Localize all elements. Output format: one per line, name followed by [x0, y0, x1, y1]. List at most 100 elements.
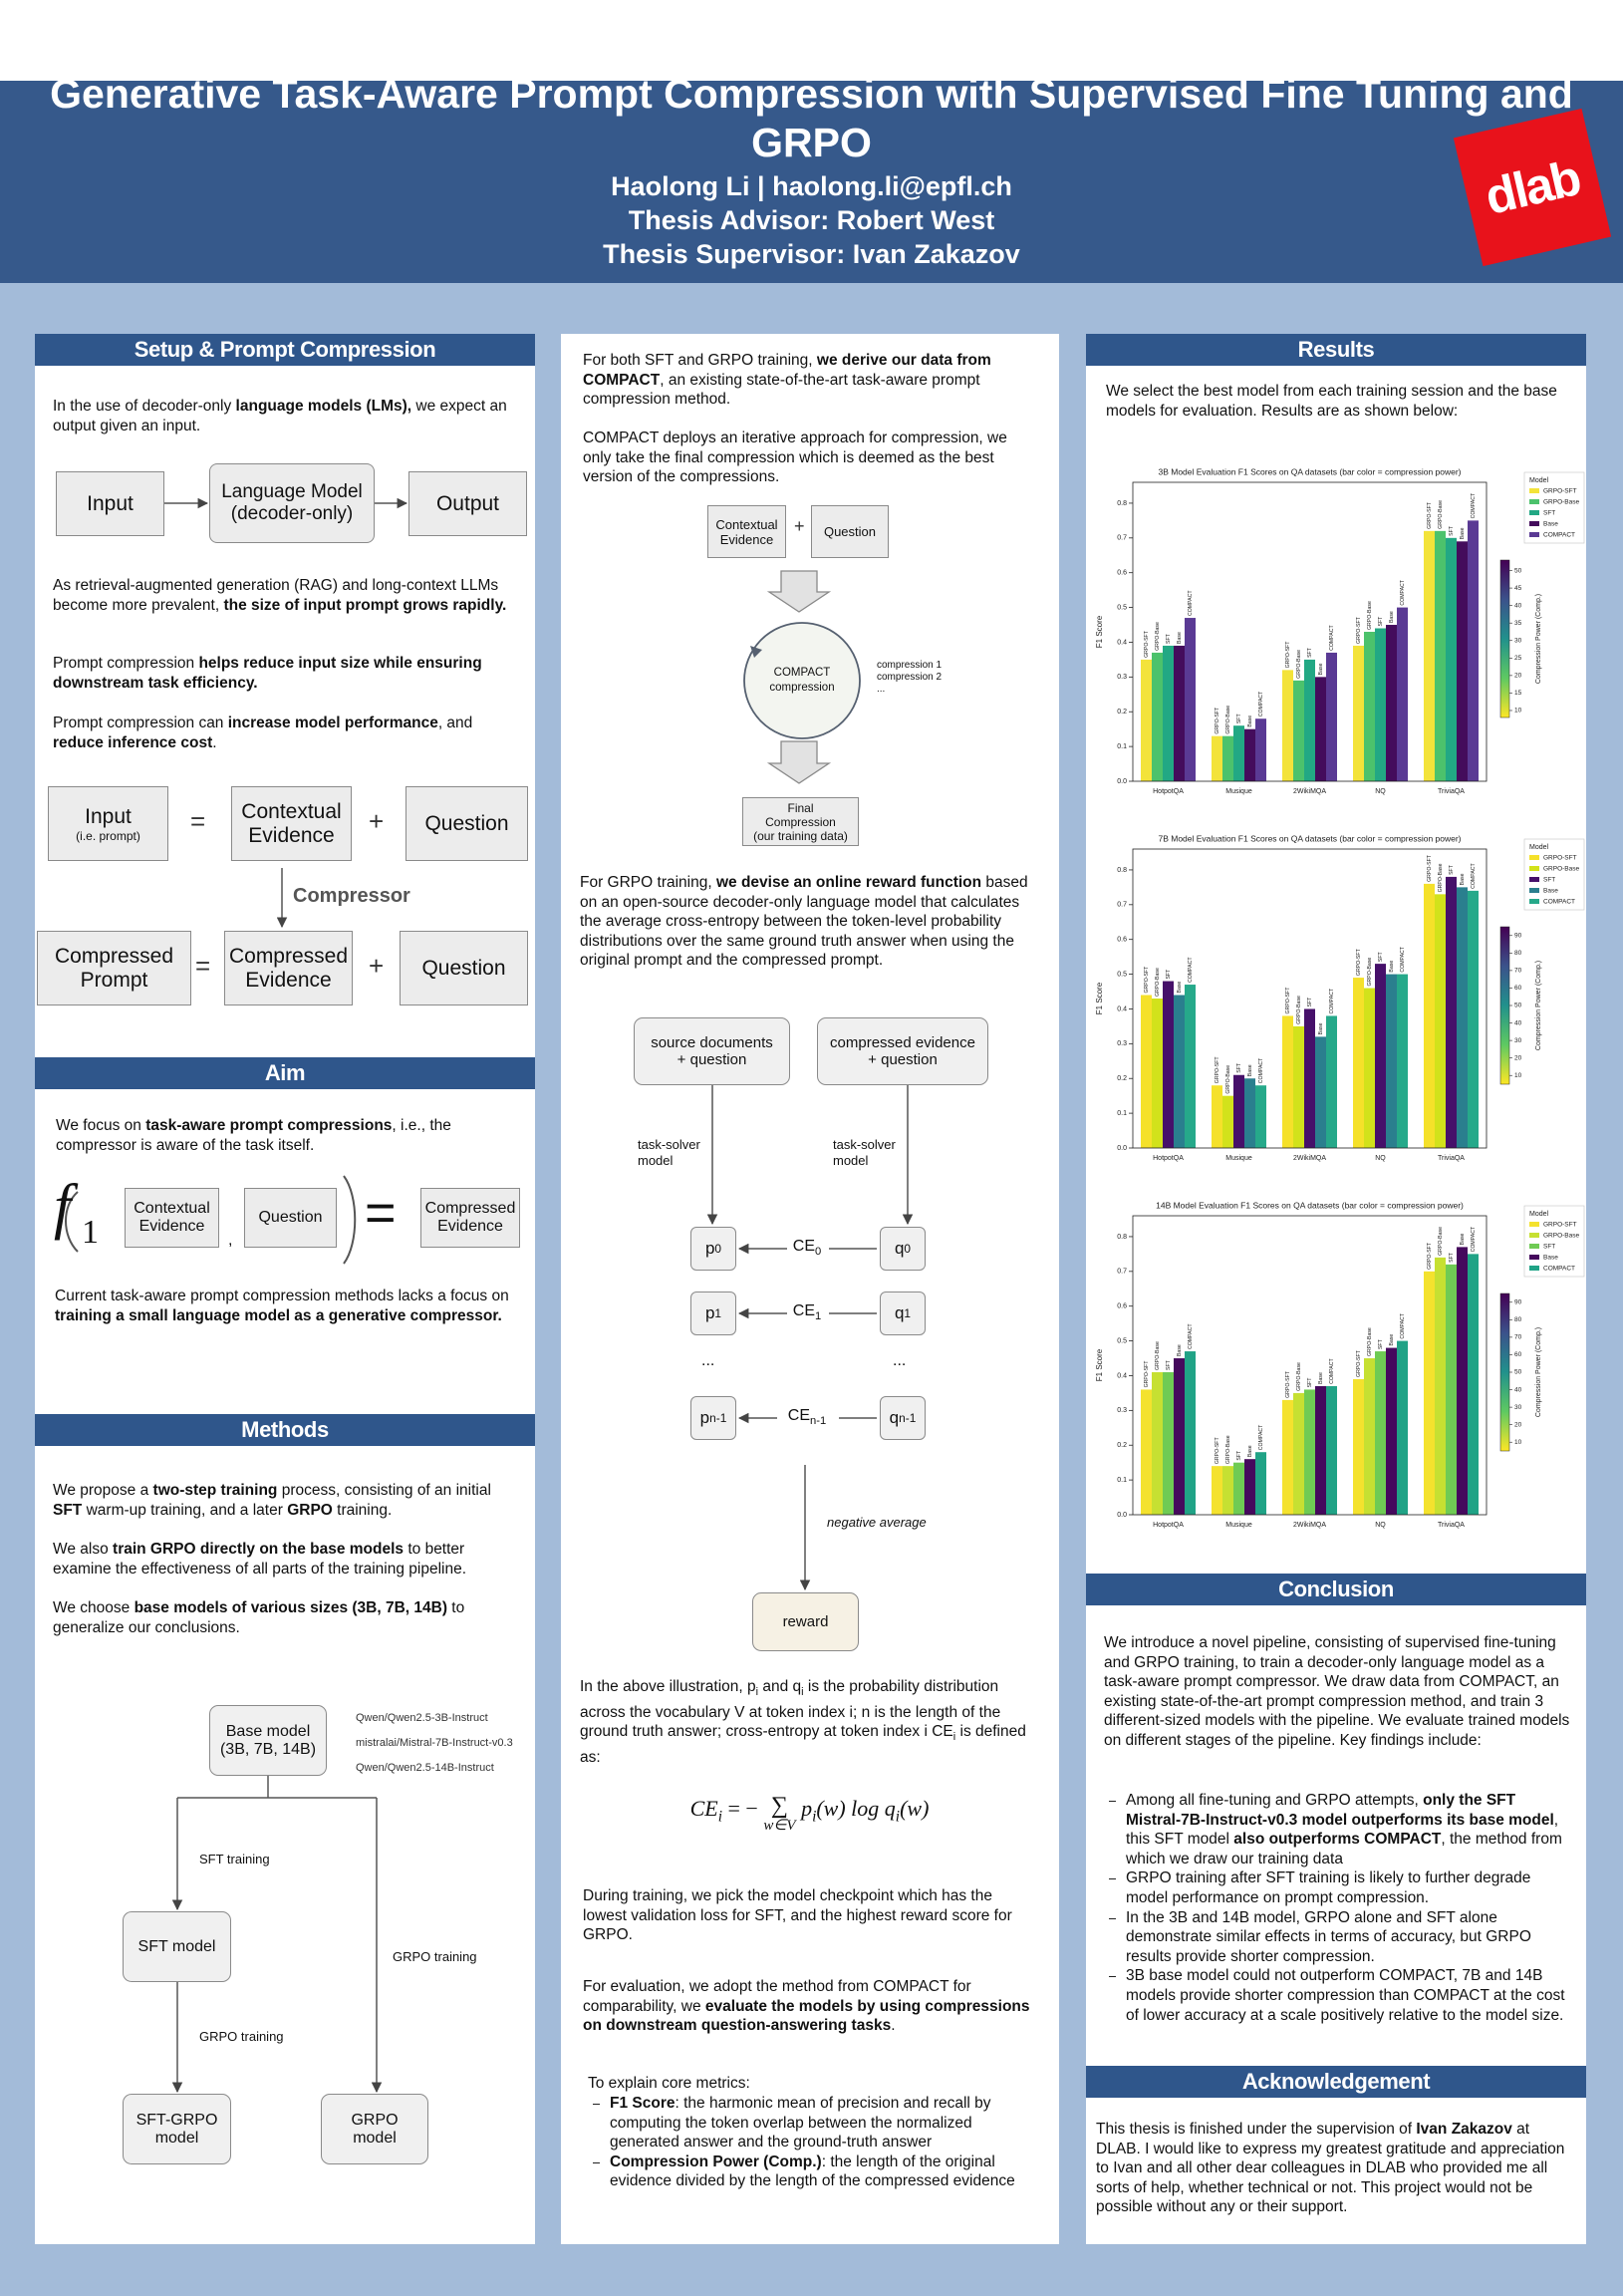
chart-title: 3B Model Evaluation F1 Scores on QA data…	[1158, 466, 1461, 476]
emphasis: reduce inference cost	[53, 733, 213, 751]
bar	[1468, 1254, 1479, 1515]
bar-label: GRPO-SFT	[1285, 987, 1291, 1014]
y-tick-label: 0.5	[1117, 604, 1127, 611]
colorbar-tick-label: 20	[1514, 1054, 1522, 1061]
colorbar-tick-label: 30	[1514, 637, 1522, 644]
bar-label: GRPO-SFT	[1144, 1360, 1150, 1388]
colorbar-tick-label: 70	[1514, 1334, 1522, 1341]
colorbar-tick-label: 50	[1514, 1369, 1522, 1376]
bar	[1233, 1462, 1244, 1515]
bar	[1174, 645, 1185, 781]
loop-notes: compression 1 compression 2...	[877, 660, 942, 696]
colorbar-tick-label: 10	[1514, 1072, 1522, 1079]
text-segment: Prompt compression can	[53, 715, 228, 731]
emphasis: language models (LMs),	[235, 398, 412, 415]
bar-label: SFT	[1307, 1377, 1313, 1388]
plus: +	[794, 516, 805, 536]
bar	[1293, 680, 1304, 781]
bar	[1315, 677, 1326, 781]
diagram-box: Language Model (decoder-only)	[209, 463, 375, 543]
emphasis: train GRPO directly on the base models	[113, 1541, 405, 1558]
bar	[1397, 1340, 1408, 1515]
ce-label: CE0	[767, 1238, 847, 1258]
legend-label: GRPO-Base	[1543, 1233, 1580, 1240]
formula-sub: 1	[82, 1214, 99, 1251]
paragraph: We also train GRPO directly on the base …	[53, 1540, 521, 1578]
paragraph: In the above illustration, pi and qi is …	[580, 1677, 1038, 1768]
reward-output: reward	[752, 1592, 859, 1651]
legend-swatch	[1529, 877, 1539, 882]
legend-frame	[1523, 1205, 1585, 1278]
x-tick-label: TriviaQA	[1438, 788, 1465, 795]
text-segment: process, consisting of an initial	[277, 1482, 491, 1499]
emphasis: i	[801, 1686, 804, 1699]
bar-label: GRPO-SFT	[1215, 707, 1220, 734]
legend-swatch	[1529, 866, 1539, 871]
bar-label: Base	[1177, 1344, 1183, 1356]
text-segment: For evaluation, we adopt the method from…	[583, 1978, 971, 2015]
section-heading: Conclusion	[1086, 1574, 1586, 1605]
bar-label: GRPO-Base	[1155, 622, 1161, 651]
y-tick-label: 0.0	[1117, 778, 1127, 785]
bar-label: COMPACT	[1400, 1312, 1406, 1338]
flow-box: Contextual Evidence	[707, 505, 786, 558]
formula-sub: i	[717, 1808, 722, 1826]
x-tick-label: NQ	[1375, 788, 1386, 795]
bar-label: GRPO-SFT	[1356, 948, 1362, 976]
plot-frame	[1132, 848, 1488, 1149]
bar	[1468, 890, 1479, 1148]
emphasis: increase model performance	[227, 715, 438, 731]
y-tick-label: 0.0	[1117, 1512, 1127, 1519]
ce-index: 1	[815, 1310, 822, 1323]
bar-label: Base	[1177, 982, 1183, 994]
text-segment: .	[212, 733, 217, 751]
bar	[1141, 659, 1152, 781]
bar-label: COMPACT	[1188, 1323, 1194, 1349]
colorbar-tick-label: 35	[1514, 620, 1522, 627]
colorbar-tick-label: 30	[1514, 1037, 1522, 1044]
colorbar-tick-label: 80	[1514, 950, 1522, 957]
text-segment: training.	[332, 1501, 393, 1519]
bar-label: GRPO-SFT	[1215, 1056, 1220, 1084]
bar	[1222, 1466, 1233, 1515]
text-segment: .	[891, 2017, 896, 2035]
bar	[1353, 645, 1364, 781]
dist-index: 1	[904, 1306, 912, 1320]
dist-index: n-1	[709, 1411, 727, 1425]
dist-box: q n-1	[880, 1396, 926, 1440]
bar-label: SFT	[1378, 951, 1384, 962]
text-segment: , an existing state-of-the-art task-awar…	[583, 371, 980, 409]
colorbar-tick-label: 90	[1514, 932, 1522, 939]
loop-label: COMPACT compression	[752, 666, 852, 696]
colorbar	[1499, 559, 1510, 718]
legend-swatch	[1529, 1244, 1539, 1249]
text-segment: We also	[53, 1541, 114, 1558]
bar	[1353, 1378, 1364, 1515]
colorbar-tick-label: 45	[1514, 585, 1522, 592]
model-list: Qwen/Qwen2.5-3B-Instruct mistralai/Mistra…	[356, 1706, 513, 1781]
loop-arrowhead	[750, 646, 762, 658]
bar-label: GRPO-SFT	[1215, 1437, 1220, 1465]
x-tick-label: Musique	[1225, 1522, 1252, 1529]
x-tick-label: HotpotQA	[1153, 1155, 1184, 1162]
y-tick-label: 0.2	[1117, 1442, 1127, 1449]
finding-list: Among all fine-tuning and GRPO attempts,…	[1104, 1791, 1568, 2025]
plot-frame	[1132, 1215, 1488, 1516]
tree-node: GRPO model	[321, 2094, 428, 2164]
bar	[1457, 541, 1468, 781]
y-tick-label: 0.4	[1117, 1372, 1127, 1379]
x-tick-label: HotpotQA	[1153, 788, 1184, 795]
legend-label: SFT	[1543, 877, 1555, 884]
text-line: compressed evidence	[830, 1034, 975, 1051]
section-heading: Methods	[35, 1414, 535, 1446]
diagram-box: Contextual Evidence	[125, 1188, 219, 1248]
text-line: compression 1	[877, 660, 943, 671]
dist-symbol: p	[699, 1408, 710, 1427]
colorbar-tick-label: 10	[1514, 708, 1522, 715]
bar-label: GRPO-Base	[1296, 996, 1302, 1024]
ce-label: CEn-1	[767, 1407, 847, 1427]
chart-title: 7B Model Evaluation F1 Scores on QA data…	[1158, 833, 1461, 843]
